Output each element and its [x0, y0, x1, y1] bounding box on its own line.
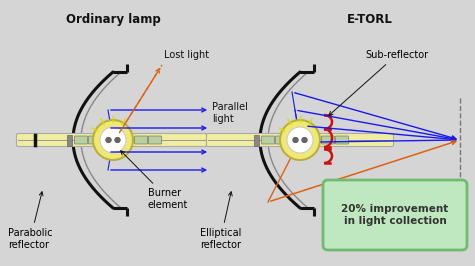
Text: E-TORL: E-TORL [347, 13, 393, 26]
Text: Ordinary lamp: Ordinary lamp [66, 13, 161, 26]
FancyBboxPatch shape [149, 136, 162, 144]
Text: Lost light: Lost light [164, 50, 209, 60]
FancyBboxPatch shape [262, 136, 275, 144]
FancyBboxPatch shape [322, 136, 334, 144]
Circle shape [280, 120, 320, 160]
Text: Parallel
light: Parallel light [212, 102, 248, 124]
FancyBboxPatch shape [88, 136, 102, 144]
FancyBboxPatch shape [17, 134, 207, 147]
Circle shape [287, 127, 313, 153]
Bar [67, 135, 72, 146]
FancyBboxPatch shape [323, 180, 467, 250]
Circle shape [106, 137, 111, 143]
Text: Sub-reflector: Sub-reflector [329, 50, 428, 115]
Circle shape [93, 120, 133, 160]
Text: Burner
element: Burner element [121, 151, 189, 210]
Circle shape [114, 137, 120, 143]
FancyBboxPatch shape [276, 136, 288, 144]
Text: Parabolic
reflector: Parabolic reflector [8, 192, 53, 250]
Text: 20% improvement
in light collection: 20% improvement in light collection [342, 204, 448, 226]
Circle shape [302, 137, 307, 143]
FancyBboxPatch shape [207, 134, 393, 147]
Circle shape [100, 127, 126, 153]
FancyBboxPatch shape [335, 136, 349, 144]
Bar [254, 135, 259, 146]
Bar [127, 135, 132, 146]
Text: Elliptical
reflector: Elliptical reflector [200, 192, 241, 250]
FancyBboxPatch shape [75, 136, 87, 144]
Circle shape [293, 137, 298, 143]
Bar [314, 135, 319, 146]
FancyBboxPatch shape [134, 136, 148, 144]
